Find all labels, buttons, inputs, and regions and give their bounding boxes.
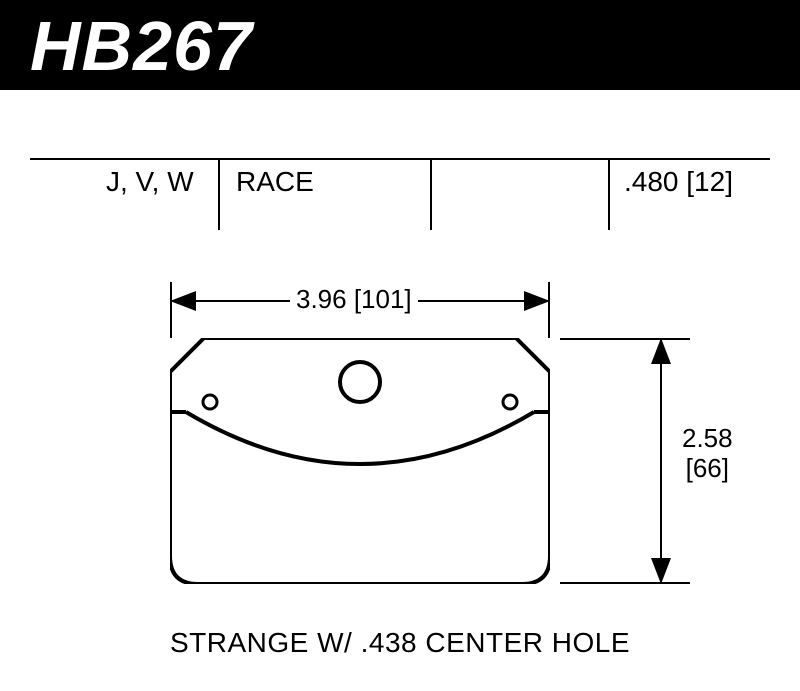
center-hole <box>340 362 380 402</box>
dim-height-arrow-up <box>651 338 671 364</box>
title-bar: HB267 <box>0 0 800 90</box>
dim-width-arrow-right <box>524 291 550 311</box>
dim-height-line <box>660 338 662 584</box>
spec-category: RACE <box>236 166 314 198</box>
part-number-title: HB267 <box>30 6 253 86</box>
side-hole-left <box>203 395 217 409</box>
dim-width-arrow-left <box>170 291 196 311</box>
side-hole-right <box>503 395 517 409</box>
dim-height-label: 2.58 [66] <box>682 424 733 484</box>
spec-thickness: .480 [12] <box>624 166 733 198</box>
dim-width-label: 3.96 [101] <box>290 284 418 315</box>
dim-height-mm: [66] <box>686 453 729 483</box>
brake-pad-shape <box>170 338 550 584</box>
dim-height-arrow-down <box>651 558 671 584</box>
dim-height-inches: 2.58 <box>682 423 733 453</box>
diagram-area: 3.96 [101] 2.58 [66] <box>0 260 800 620</box>
spec-divider-horizontal <box>30 158 770 160</box>
spec-divider-vertical-3 <box>608 158 610 230</box>
footer-description: STRANGE W/ .438 CENTER HOLE <box>0 627 800 659</box>
spec-compounds: J, V, W <box>106 166 194 198</box>
spec-divider-vertical-1 <box>218 158 220 230</box>
spec-divider-vertical-2 <box>430 158 432 230</box>
